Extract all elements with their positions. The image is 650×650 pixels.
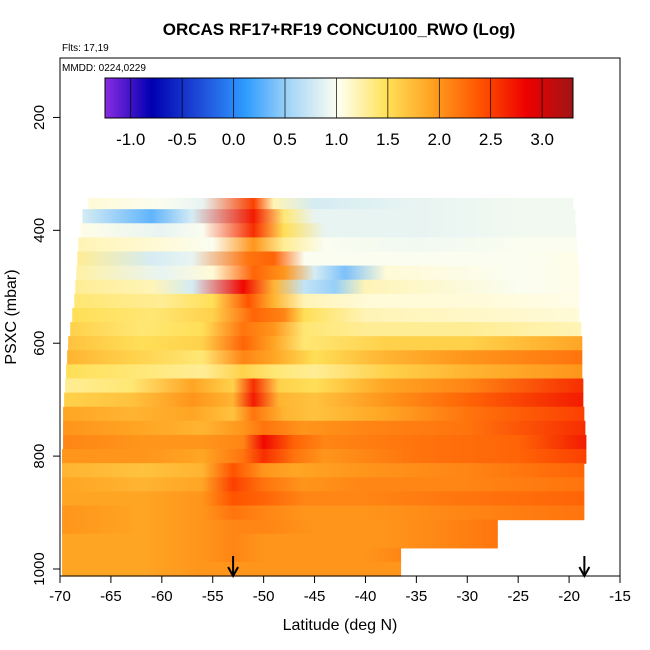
flights-note: Flts: 17,19 [62,43,109,54]
x-tick-label: -15 [609,588,631,605]
colorbar-tick-label: 0.5 [273,130,297,149]
colorbar-tick-label: -0.5 [167,130,196,149]
x-tick-label: -55 [202,588,224,605]
heatmap-layer [62,533,498,549]
heatmap-layer [63,420,586,436]
x-tick-label: -45 [304,588,326,605]
colorbar-tick-label: 1.5 [376,130,400,149]
heatmap-layer [82,209,576,224]
heatmap-layer [76,265,580,281]
y-axis-label: PSXC (mbar) [3,269,20,364]
heatmap-layer [77,251,579,267]
colorbar-tick-label: 2.5 [479,130,503,149]
heatmap-layer [63,406,585,422]
heatmap-cells [62,198,587,577]
x-axis: -70 -65 -60 -55 -50 -45 -40 -35 -30 -25 -20 -15 [49,576,631,605]
x-tick-label: -40 [355,588,377,605]
heatmap-layer [68,336,583,351]
heatmap-layer [62,463,585,478]
heatmap-layer [72,307,580,323]
heatmap-layer [80,223,577,238]
y-tick-label: 800 [31,444,48,469]
heatmap-layer [64,392,584,408]
x-tick-label: -30 [456,588,478,605]
y-tick-label: 600 [31,331,48,356]
x-tick-label: -35 [406,588,428,605]
colorbar-gradient [104,77,574,119]
x-tick-label: -20 [558,588,580,605]
flight-arrow [578,556,591,579]
heatmap-layer [66,364,583,380]
heatmap-layer [75,279,580,295]
heatmap-layer [62,561,402,577]
heatmap-layer [62,519,498,535]
colorbar-tick-label: 0.0 [222,130,246,149]
colorbar-tick-label: 2.0 [427,130,451,149]
colorbar-tick-label: 1.0 [325,130,349,149]
x-tick-label: -60 [151,588,173,605]
y-axis: 200 400 600 800 1000 [31,105,60,586]
heatmap-layer [62,505,585,521]
chart-title: ORCAS RF17+RF19 CONCU100_RWO (Log) [163,20,516,39]
heatmap-layer [67,350,583,365]
x-tick-label: -70 [49,588,71,605]
y-tick-label: 1000 [31,552,48,585]
heatmap-layer [78,237,578,253]
heatmap-layer [62,491,585,507]
heatmap-layer [62,547,402,563]
colorbar-tick-label: -1.0 [116,130,145,149]
y-tick-label: 400 [31,218,48,243]
heatmap-layer [65,378,584,394]
heatmap-layer [70,322,582,337]
heatmap-layer [62,477,585,492]
colorbar: -1.0 -0.5 0.0 0.5 1.0 1.5 2.0 2.5 3.0 [104,77,574,149]
heatmap-layer [63,434,587,450]
x-tick-label: -50 [253,588,275,605]
heatmap-layer [74,293,580,309]
x-tick-label: -65 [100,588,122,605]
heatmap-layer [88,198,574,210]
y-tick-label: 200 [31,105,48,130]
heatmap-layer [62,449,587,464]
plot-frame [59,57,621,577]
date-note: MMDD: 0224,0229 [62,63,146,74]
x-tick-label: -25 [507,588,529,605]
colorbar-tick-label: 3.0 [530,130,554,149]
x-axis-label: Latitude (deg N) [283,617,398,634]
